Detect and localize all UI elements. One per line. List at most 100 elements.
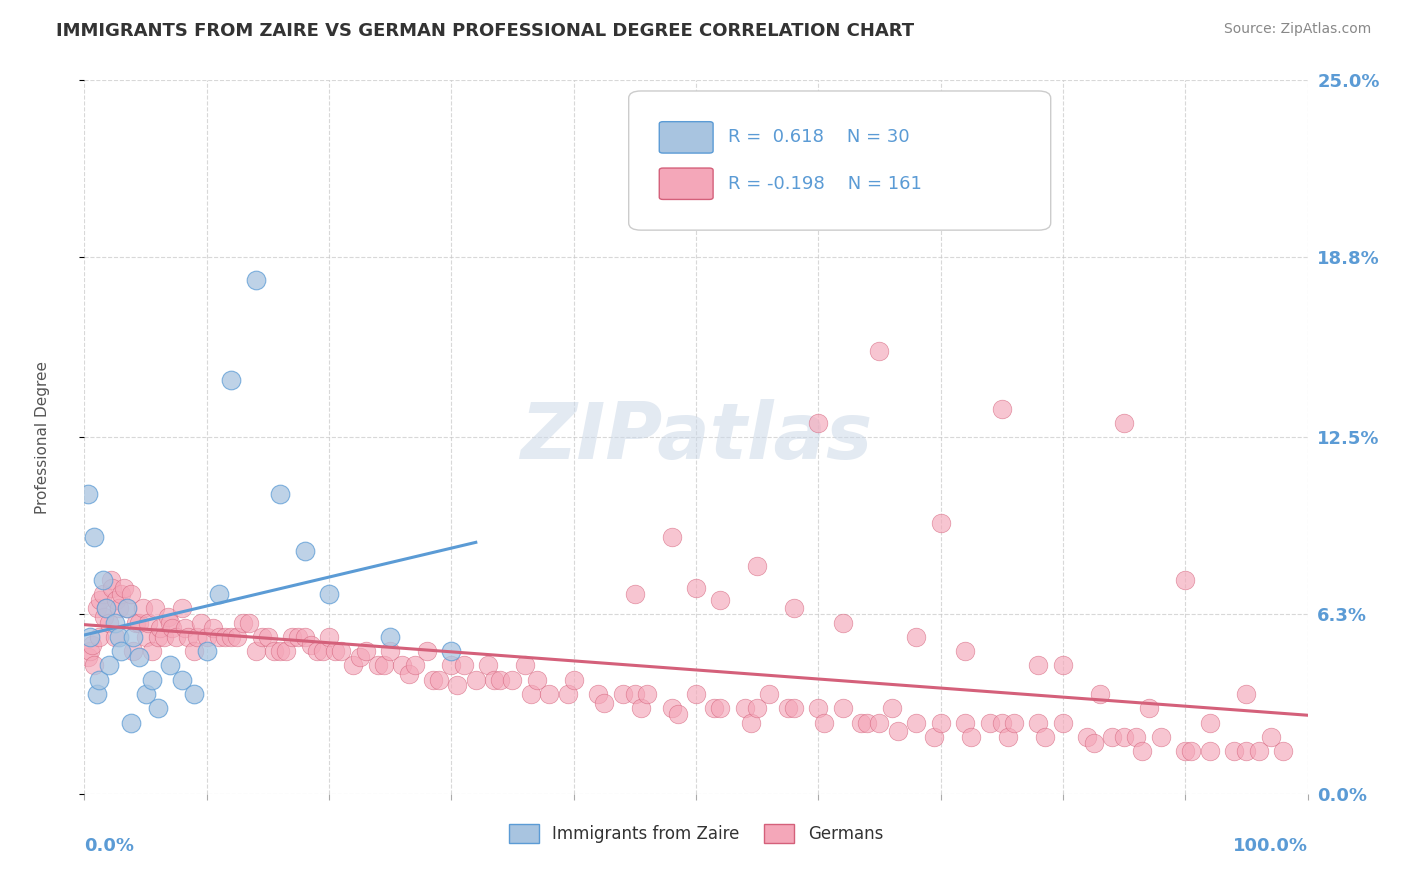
Point [953,644,976,658]
Point [77,649,100,664]
Point [159,615,181,630]
Point [929,715,952,730]
Point [666,706,689,721]
Point [110,644,132,658]
Point [104,615,127,630]
Point [135,687,157,701]
Point [97,615,120,630]
Point [464,673,486,687]
Point [624,587,647,601]
Point [318,587,340,601]
Point [101,582,124,596]
Point [734,701,756,715]
Point [149,621,172,635]
Point [740,715,762,730]
Point [100,573,122,587]
Text: Professional Degree: Professional Degree [35,360,51,514]
Point [380,630,402,644]
Point [172,673,194,687]
Point [416,644,439,658]
Point [219,373,242,387]
Point [276,644,298,658]
Point [624,687,647,701]
Point [287,630,309,644]
Point [281,630,304,644]
Point [120,715,142,730]
Point [128,615,150,630]
Point [1083,735,1105,749]
Point [502,673,524,687]
Point [869,715,891,730]
Point [269,487,291,501]
Point [612,687,634,701]
Point [391,658,413,673]
Point [1174,573,1197,587]
Point [1236,744,1258,758]
Point [709,592,731,607]
Point [453,658,475,673]
Point [1223,744,1246,758]
Point [1076,730,1098,744]
Point [783,601,806,615]
Point [813,715,835,730]
Point [776,701,799,715]
Point [208,630,231,644]
Point [89,592,111,607]
Point [107,630,129,644]
Point [83,658,105,673]
Point [250,630,273,644]
Point [156,610,179,624]
Point [783,701,806,715]
Point [238,615,260,630]
Point [77,487,100,501]
Point [831,701,853,715]
Point [87,630,110,644]
Point [195,644,218,658]
Point [513,658,536,673]
Point [299,639,322,653]
Point [173,621,195,635]
Point [1174,744,1197,758]
Point [440,644,463,658]
Point [146,630,169,644]
Point [869,344,891,359]
Point [232,615,254,630]
Point [979,715,1001,730]
Point [96,601,118,615]
Point [703,701,725,715]
Point [1052,715,1074,730]
Point [489,673,512,687]
Point [526,673,548,687]
Point [132,601,155,615]
Point [195,630,218,644]
Point [538,687,561,701]
Point [661,701,683,715]
Point [112,582,135,596]
Point [122,630,145,644]
Point [1002,715,1025,730]
Point [342,658,364,673]
Point [1180,744,1202,758]
Point [125,615,148,630]
Point [880,701,903,715]
Point [422,673,444,687]
Point [477,658,499,673]
Point [146,701,169,715]
Point [1198,715,1220,730]
Text: ZIPatlas: ZIPatlas [520,399,872,475]
Point [79,644,101,658]
Point [807,416,830,430]
Point [245,273,267,287]
Point [758,687,780,701]
Point [349,649,371,664]
Point [905,715,928,730]
Point [661,530,683,544]
FancyBboxPatch shape [659,121,713,153]
Point [294,630,316,644]
Point [330,644,353,658]
Point [440,658,463,673]
Point [997,730,1019,744]
Point [905,630,928,644]
Point [380,644,402,658]
Point [924,730,946,744]
